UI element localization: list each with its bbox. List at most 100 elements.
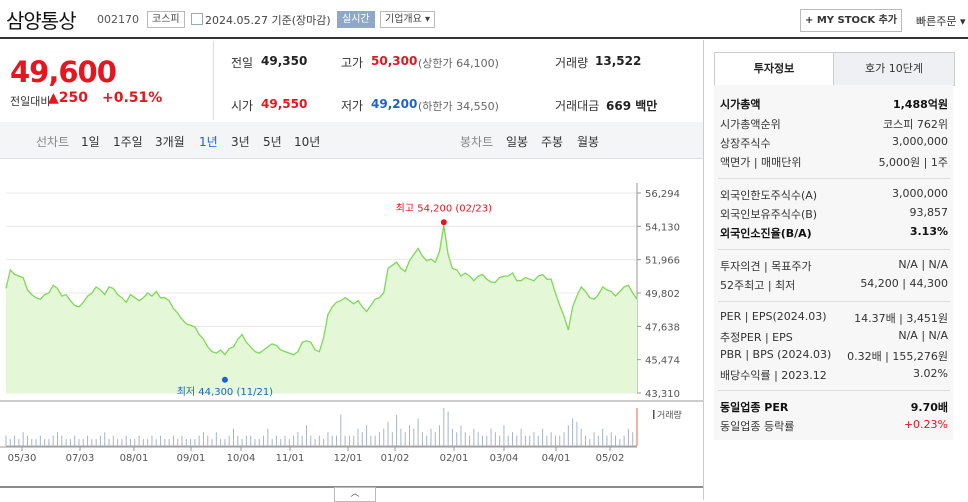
price-chart[interactable]: 56,294 54,130 51,966 49,802 47,638 45,474 43,3… (0, 160, 703, 500)
price-change: ▲250 (48, 90, 88, 106)
tab-investment-info[interactable]: 투자정보 (714, 52, 834, 85)
info-divider (718, 249, 950, 250)
x-tick-label: 12/01 (334, 453, 363, 464)
info-label: 52주최고 | 최저 (720, 279, 796, 292)
y-tick-label: 51,966 (645, 256, 680, 267)
tab-line-chart[interactable]: 선차트 (36, 135, 70, 149)
info-label: 시가총액순위 (720, 118, 781, 131)
tab-candle-daily[interactable]: 일봉 (506, 135, 529, 149)
divider (213, 41, 214, 120)
investment-info-panel (714, 85, 953, 440)
y-tick-label: 54,130 (645, 222, 680, 233)
info-row: 외국인보유주식수(B) 93,857 (720, 206, 948, 222)
volume-legend: 거래량 (657, 409, 682, 421)
realtime-badge[interactable]: 실시간 (337, 11, 375, 28)
quick-order-button[interactable]: 빠른주문 ▾ (916, 15, 966, 28)
x-tick-label: 09/01 (177, 453, 206, 464)
chart-tab-bar (0, 122, 703, 159)
add-my-stock-button[interactable]: + MY STOCK 추가 (800, 9, 902, 32)
x-tick-label: 04/01 (542, 453, 571, 464)
x-tick-label: 08/01 (120, 453, 149, 464)
info-row: PER | EPS(2024.03) 14.37배 | 3,451원 (720, 310, 948, 326)
info-divider (718, 301, 950, 302)
x-tick-label: 07/03 (66, 453, 95, 464)
info-row: 시가총액 1,488억원 (720, 96, 948, 112)
price-change-percent: +0.51% (102, 90, 163, 106)
high-label: 고가 (341, 56, 364, 70)
info-row: PBR | BPS (2024.03) 0.32배 | 155,276원 (720, 348, 948, 364)
company-overview-button[interactable]: 기업개요 ▾ (380, 11, 435, 28)
tab-candle-monthly[interactable]: 월봉 (577, 135, 600, 149)
tab-period-1w[interactable]: 1주일 (113, 135, 143, 149)
y-tick-label: 43,310 (645, 389, 680, 400)
info-label: PBR | BPS (2024.03) (720, 348, 832, 361)
info-row: 상장주식수 3,000,000 (720, 135, 948, 151)
x-tick-label: 05/30 (8, 453, 37, 464)
stock-code: 002170 (97, 13, 139, 26)
info-value: N/A | N/A (898, 329, 948, 342)
info-label: 동일업종 PER (720, 401, 789, 414)
x-tick-label: 03/04 (490, 453, 519, 464)
info-row: 외국인한도주식수(A) 3,000,000 (720, 187, 948, 203)
panel-divider (703, 40, 704, 500)
info-value: 14.37배 | 3,451원 (854, 312, 948, 325)
high-value: 50,300 (371, 54, 418, 68)
tab-period-3y[interactable]: 3년 (231, 135, 250, 149)
info-row: 추정PER | EPS N/A | N/A (720, 329, 948, 345)
price-area (6, 225, 637, 393)
info-value: 9.70배 (910, 401, 948, 414)
info-value: 5,000원 | 1주 (878, 156, 948, 169)
x-tick-label: 01/02 (381, 453, 410, 464)
info-row: 외국인소진율(B/A) 3.13% (720, 225, 948, 241)
info-row: 52주최고 | 최저 54,200 | 44,300 (720, 277, 948, 293)
y-tick-label: 49,802 (645, 289, 680, 300)
market-badge: 코스피 (147, 11, 185, 28)
tab-period-3m[interactable]: 3개월 (155, 135, 185, 149)
open-label: 시가 (231, 99, 254, 113)
info-divider (718, 178, 950, 179)
x-tick-label: 02/01 (440, 453, 469, 464)
x-tick-label: 10/04 (227, 453, 256, 464)
info-row: 배당수익률 | 2023.12 3.02% (720, 367, 948, 383)
tab-candle-chart[interactable]: 봉차트 (460, 135, 494, 149)
upper-limit: (상한가 64,100) (418, 57, 499, 70)
info-row: 액면가 | 매매단위 5,000원 | 1주 (720, 154, 948, 170)
header-divider (0, 37, 968, 39)
tab-period-1d[interactable]: 1일 (81, 135, 100, 149)
y-tick-label: 56,294 (645, 189, 680, 200)
tab-period-1y[interactable]: 1년 (199, 135, 218, 149)
lower-limit: (하한가 34,550) (418, 100, 499, 113)
low-label: 최저 44,300 (11/21) (177, 386, 273, 398)
open-value: 49,550 (261, 97, 308, 111)
info-label: 외국인소진율(B/A) (720, 227, 812, 240)
info-row: 시가총액순위 코스피 762위 (720, 116, 948, 132)
info-label: 상장주식수 (720, 137, 771, 150)
info-label: PER | EPS(2024.03) (720, 310, 827, 323)
info-label: 투자의견 | 목표주가 (720, 260, 812, 273)
info-value: 코스피 762위 (883, 118, 948, 131)
x-tick-label: 11/01 (276, 453, 305, 464)
current-price: 49,600 (10, 55, 117, 89)
low-marker (221, 376, 228, 383)
info-row: 동일업종 등락률 +0.23% (720, 418, 948, 434)
info-label: 시가총액 (720, 98, 761, 111)
tab-candle-weekly[interactable]: 주봉 (541, 135, 564, 149)
info-value: 3,000,000 (892, 135, 948, 148)
x-tick-label: 05/02 (596, 453, 625, 464)
info-label: 액면가 | 매매단위 (720, 156, 802, 169)
stock-name: 삼양통상 (6, 9, 77, 33)
price-line (5, 225, 638, 356)
volume-label: 거래량 (555, 56, 589, 70)
info-row: 투자의견 | 목표주가 N/A | N/A (720, 258, 948, 274)
tab-order-book[interactable]: 호가 10단계 (833, 52, 955, 86)
tab-period-5y[interactable]: 5년 (263, 135, 282, 149)
info-value: 1,488억원 (892, 98, 948, 111)
info-value: 3.02% (913, 367, 948, 380)
volume-legend-swatch (653, 410, 655, 419)
info-label: 외국인한도주식수(A) (720, 189, 818, 202)
tab-period-10y[interactable]: 10년 (294, 135, 321, 149)
trade-value-label: 거래대금 (555, 99, 600, 113)
info-label: 배당수익률 | 2023.12 (720, 369, 827, 382)
y-tick-label: 45,474 (645, 356, 680, 367)
info-value: N/A | N/A (898, 258, 948, 271)
